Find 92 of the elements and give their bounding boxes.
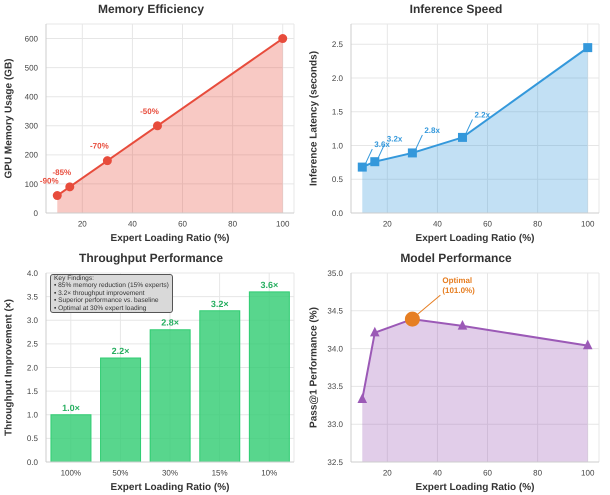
bar: [100, 357, 142, 462]
x-tick-label: 20: [78, 220, 88, 229]
x-tick-label: 20: [382, 220, 392, 229]
point: [278, 34, 288, 44]
y-tick-label: 500: [24, 63, 39, 72]
y-tick-label: 0: [34, 208, 39, 218]
y-tick-label: 1.0: [332, 141, 344, 150]
y-tick-label: 400: [24, 92, 39, 102]
x-tick-label: 100: [581, 220, 595, 229]
bar: [199, 310, 240, 462]
y-tick-label: 0.0: [26, 457, 39, 466]
point: [52, 191, 62, 200]
x-axis-title: Expert Loading Ratio (%): [110, 233, 230, 244]
point: [358, 162, 367, 172]
bar: [50, 414, 92, 462]
chart-title: Memory Efficiency: [96, 2, 206, 16]
y-tick-label: 0.0: [332, 208, 344, 218]
chart-title: Throughput Performance: [78, 250, 224, 264]
bar: [248, 290, 290, 462]
text: 3.2×: [210, 298, 229, 308]
x-tick-label: 80: [533, 468, 543, 478]
x-tick-label: 80: [228, 220, 238, 229]
x-axis-title: Expert Loading Ratio (%): [110, 482, 230, 492]
x-tick-label: 10%: [261, 468, 278, 478]
x-tick-label: 100: [581, 468, 595, 478]
x-tick-label: 50%: [112, 468, 128, 478]
y-tick-label: 33.0: [327, 420, 344, 429]
annotation: 2.8x: [424, 126, 440, 135]
y-tick-label: 0.5: [332, 175, 344, 184]
y-tick-label: 1.0: [26, 410, 39, 420]
y-tick-label: 3.5: [26, 292, 39, 301]
x-tick-label: 40: [432, 220, 442, 229]
annotation: -90%: [40, 176, 59, 186]
x-tick-label: 20: [382, 468, 392, 478]
point: [404, 311, 420, 326]
point: [583, 43, 592, 52]
point: [583, 340, 592, 349]
point: [408, 148, 417, 158]
x-tick-label: 80: [533, 220, 543, 229]
y-tick-label: 2.0: [26, 362, 39, 372]
point: [458, 320, 467, 330]
x-tick-label: 60: [483, 220, 493, 229]
x-tick-label: 30%: [162, 468, 178, 478]
y-tick-label: 35.0: [327, 268, 344, 278]
x-tick-label: 40: [128, 220, 138, 229]
y-tick-label: 200: [24, 150, 39, 160]
annotation: -85%: [52, 168, 72, 177]
y-axis-title: Inference Latency (seconds): [308, 50, 320, 186]
point: [65, 182, 74, 192]
y-tick-label: 2.0: [332, 74, 344, 83]
y-tick-label: 600: [24, 34, 39, 44]
y-tick-label: 34.0: [327, 344, 344, 353]
annotation: Optimal (101.0%): [442, 276, 476, 295]
y-tick-label: 2.5: [332, 40, 344, 50]
point: [370, 326, 380, 336]
y-tick-label: 32.5: [327, 457, 344, 466]
text: 3.6×: [260, 279, 278, 290]
x-tick-label: 100: [276, 220, 290, 229]
x-tick-label: 100%: [60, 468, 82, 478]
y-tick-label: 33.5: [327, 382, 344, 391]
y-tick-label: 2.5: [26, 339, 39, 348]
y-tick-label: 34.5: [327, 306, 344, 316]
point: [102, 156, 112, 166]
x-tick-label: 15%: [212, 468, 228, 478]
x-axis-title: Expert Loading Ratio (%): [416, 482, 534, 492]
point: [370, 157, 380, 166]
x-tick-label: 60: [483, 468, 493, 478]
y-tick-label: 3.0: [26, 316, 39, 325]
chart-title: Inference Speed: [408, 2, 504, 16]
y-axis-title: Throughput Improvement (×): [4, 298, 15, 436]
y-tick-label: 1.5: [332, 108, 344, 117]
y-axis-title: Pass@1 Performance (%): [308, 306, 320, 428]
annotation: 2.2x: [474, 110, 491, 120]
y-tick-label: 4.0: [26, 268, 39, 278]
y-tick-label: 100: [24, 180, 39, 189]
point: [358, 393, 367, 402]
x-tick-label: 60: [178, 220, 188, 229]
text: 1.0×: [62, 402, 80, 412]
text: 2.8×: [161, 317, 180, 328]
x-tick-label: 40: [432, 468, 442, 478]
point: [152, 121, 162, 130]
point: [458, 132, 467, 142]
y-axis-title: GPU Memory Usage (GB): [4, 58, 15, 179]
annotation: -70%: [90, 142, 109, 151]
annotation: -50%: [140, 106, 159, 116]
x-axis-title: Expert Loading Ratio (%): [416, 233, 534, 244]
y-tick-label: 1.5: [26, 386, 39, 396]
y-tick-label: 0.5: [26, 434, 39, 443]
chart-title: Model Performance: [399, 250, 513, 264]
text: 2.2×: [112, 346, 130, 356]
bar: [150, 328, 191, 462]
y-tick-label: 300: [24, 122, 39, 131]
